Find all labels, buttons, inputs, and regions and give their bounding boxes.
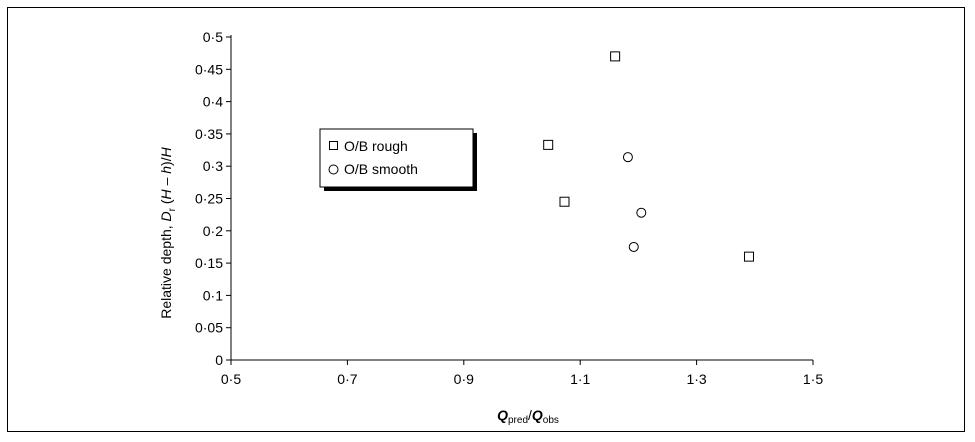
axes <box>230 35 813 361</box>
legend-square-marker <box>329 141 338 150</box>
legend-box <box>319 128 474 188</box>
y-tick-label: 0·5 <box>203 29 223 45</box>
smooth-point <box>622 152 633 163</box>
y-tick-label: 0·1 <box>203 287 223 303</box>
y-tick-label: 0·2 <box>203 223 223 239</box>
x-tick-label: 1·1 <box>570 371 590 387</box>
y-tick-label: 0 <box>215 352 223 368</box>
rough-point <box>610 51 621 62</box>
x-tick-label: 0·7 <box>337 371 357 387</box>
chart-frame: 0 0·05 0·1 0·15 0·2 0·25 0·3 0·35 0·4 0·45 0·5 0·5… <box>7 7 965 432</box>
y-ticks: 0 0·05 0·1 0·15 0·2 0·25 0·3 0·35 0·4 0·45 0·5 <box>195 29 231 368</box>
y-tick-label: 0·05 <box>195 320 223 336</box>
rough-point <box>559 196 570 207</box>
y-tick-label: 0·4 <box>203 94 223 110</box>
y-tick-label: 0·35 <box>195 126 223 142</box>
x-tick-label: 0·9 <box>454 371 474 387</box>
y-tick-label: 0·3 <box>203 158 223 174</box>
legend-label-rough: O/B rough <box>344 138 408 154</box>
scatter-chart: 0 0·05 0·1 0·15 0·2 0·25 0·3 0·35 0·4 0·45 0·5 0·5… <box>158 29 823 426</box>
data-points <box>543 51 754 262</box>
x-tick-label: 1·3 <box>686 371 706 387</box>
y-tick-label: 0·15 <box>195 255 223 271</box>
rough-point <box>743 251 754 262</box>
rough-point <box>543 139 554 150</box>
y-tick-label: 0·45 <box>195 61 223 77</box>
legend-label-smooth: O/B smooth <box>344 161 418 177</box>
x-tick-label: 1·5 <box>803 371 823 387</box>
x-axis-label: Qpred/Qobs <box>497 407 559 426</box>
legend-circle-marker <box>328 164 339 175</box>
x-tick-label: 0·5 <box>221 371 241 387</box>
smooth-point <box>628 241 639 252</box>
smooth-point <box>636 207 647 218</box>
legend: O/B rough O/B smooth <box>319 128 477 191</box>
x-ticks: 0·5 0·7 0·9 1·1 1·3 1·5 <box>221 360 823 387</box>
y-axis-label: Relative depth, Dr (H – h)/H <box>158 146 178 318</box>
y-tick-label: 0·25 <box>195 191 223 207</box>
